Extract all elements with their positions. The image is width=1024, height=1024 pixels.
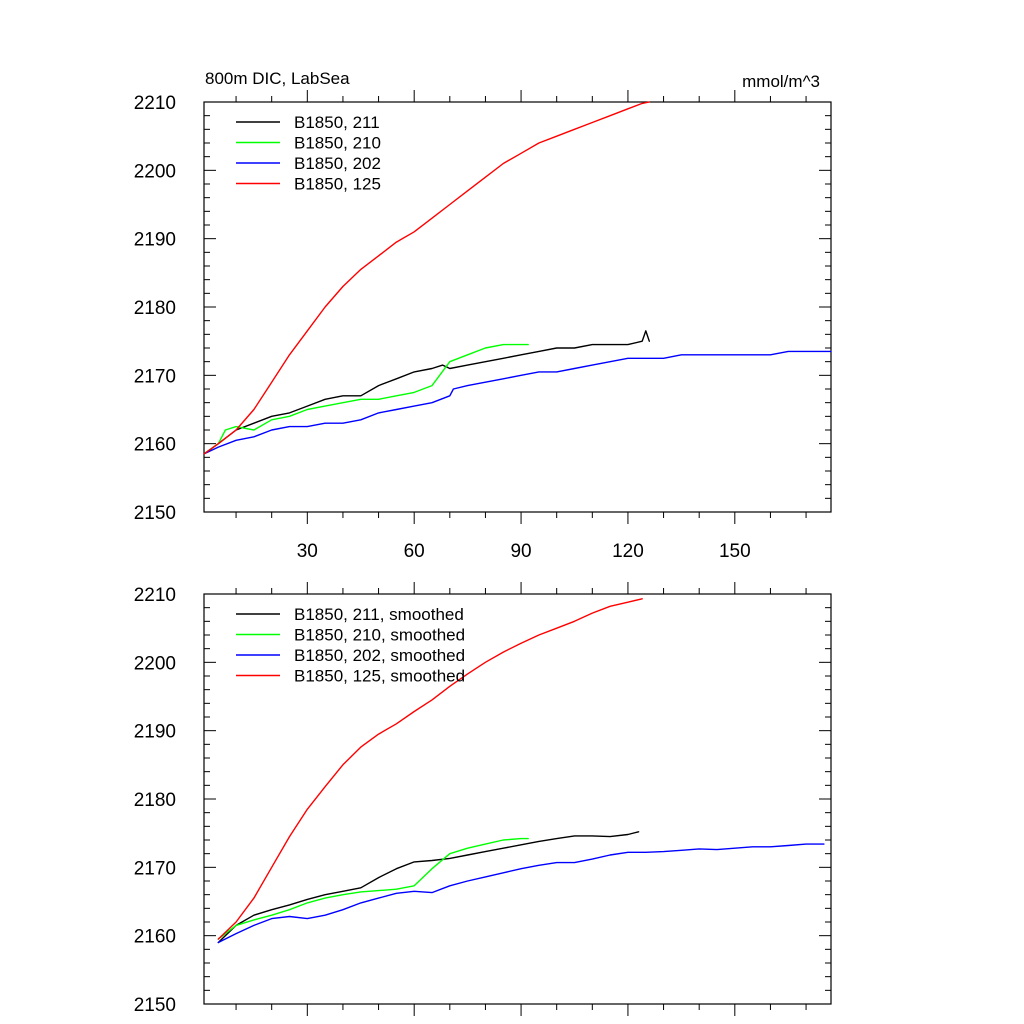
x-tick-label: 150 xyxy=(719,541,751,562)
y-tick-label: 2170 xyxy=(134,858,176,879)
series-line-b1850-210 xyxy=(203,343,529,455)
y-tick-label: 2210 xyxy=(134,585,176,606)
legend-label: B1850, 202 xyxy=(294,154,381,173)
chart-title: 800m DIC, LabSea xyxy=(205,69,350,88)
y-tick-label: 2200 xyxy=(134,653,176,674)
legend-label: B1850, 210, smoothed xyxy=(294,626,465,645)
y-tick-label: 2210 xyxy=(134,93,176,114)
series-line-b1850-202 xyxy=(203,350,832,455)
series-line-b1850-211 xyxy=(203,330,650,455)
y-tick-label: 2190 xyxy=(134,722,176,743)
top-panel: 2150 2160 2170 2180 2190 2200 2210 30 60 90 120 150… xyxy=(134,90,832,562)
y-tick-label: 2180 xyxy=(134,790,176,811)
y-tick-label: 2150 xyxy=(134,995,176,1016)
series-line-b1850-210-smoothed xyxy=(217,837,529,940)
y-tick-label: 2160 xyxy=(134,927,176,948)
y-tick-label: 2200 xyxy=(134,161,176,182)
y-tick-label: 2150 xyxy=(134,503,176,524)
y-tick-label: 2180 xyxy=(134,298,176,319)
series-line-b1850-125-smoothed xyxy=(217,598,643,940)
units-label: mmol/m^3 xyxy=(742,72,820,91)
x-tick-label: 60 xyxy=(404,541,425,562)
y-tick-label: 2160 xyxy=(134,435,176,456)
y-tick-label: 2190 xyxy=(134,230,176,251)
legend-label: B1850, 125, smoothed xyxy=(294,667,465,686)
x-tick-label: 90 xyxy=(510,541,531,562)
y-tick-label: 2170 xyxy=(134,366,176,387)
legend-label: B1850, 210 xyxy=(294,134,381,153)
series-line-b1850-125 xyxy=(203,101,650,455)
legend-label: B1850, 211, smoothed xyxy=(294,605,464,624)
series-line-b1850-211-smoothed xyxy=(217,831,640,944)
legend-label: B1850, 211 xyxy=(294,113,380,132)
series-line-b1850-202-smoothed xyxy=(217,843,825,944)
x-tick-label: 30 xyxy=(297,541,318,562)
bottom-panel: 2150 2160 2170 2180 2190 2200 2210 B1850, 211, … xyxy=(134,582,832,1016)
x-tick-label: 120 xyxy=(612,541,644,562)
legend-label: B1850, 125 xyxy=(294,175,381,194)
legend-label: B1850, 202, smoothed xyxy=(294,646,465,665)
